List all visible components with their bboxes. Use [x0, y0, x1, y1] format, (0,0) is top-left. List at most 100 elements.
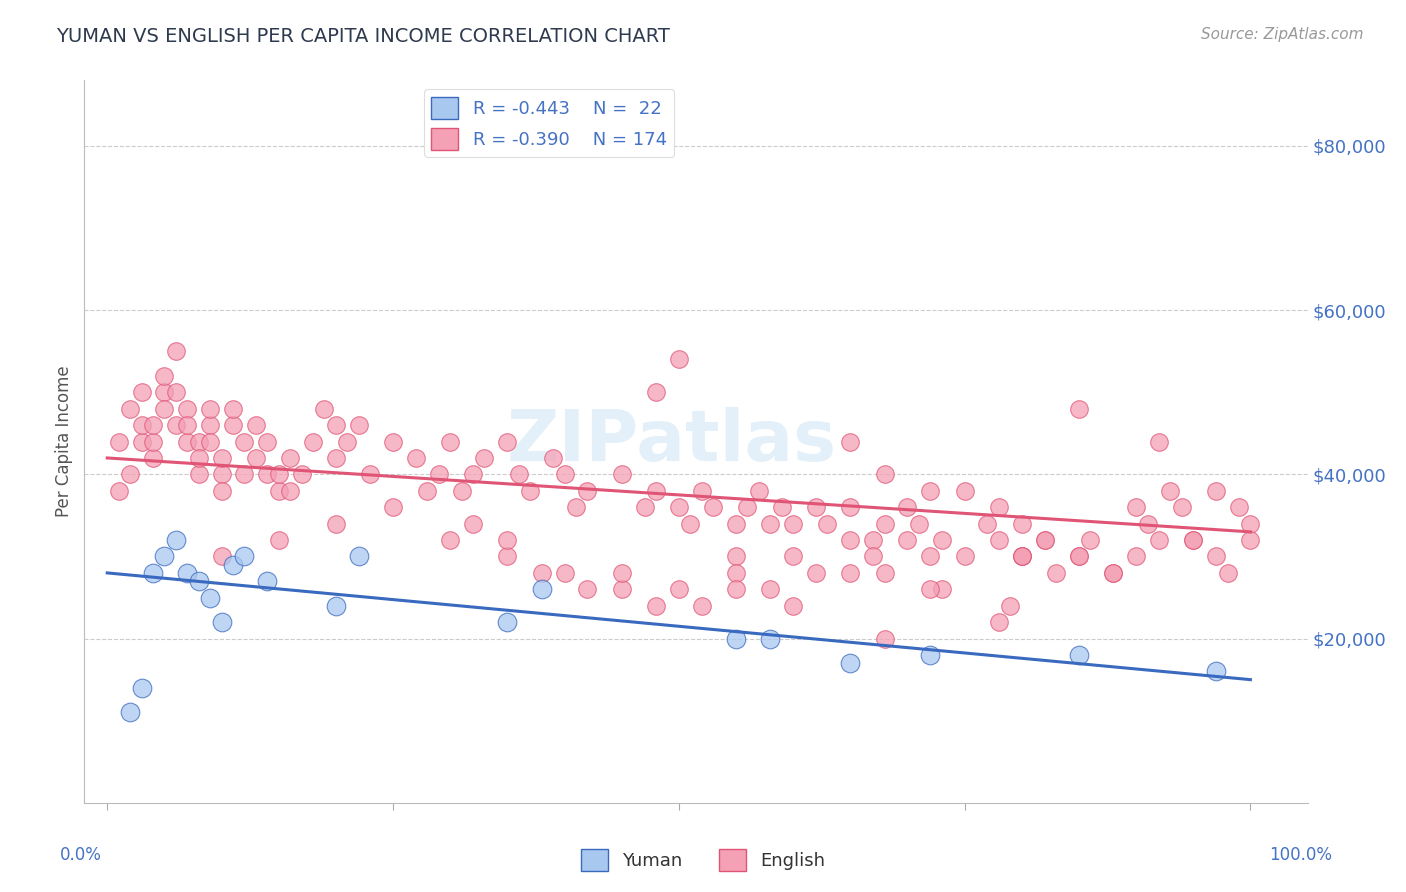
Point [1182, 533, 1205, 547]
Point [759, 632, 782, 646]
Point [347, 418, 370, 433]
Point [347, 549, 370, 564]
Point [153, 549, 176, 564]
Point [724, 582, 747, 597]
Point [862, 533, 884, 547]
Point [553, 566, 575, 580]
Point [519, 483, 541, 498]
Text: 0.0%: 0.0% [60, 847, 101, 864]
Point [222, 401, 245, 416]
Point [668, 582, 690, 597]
Point [1067, 549, 1090, 564]
Point [953, 549, 976, 564]
Point [142, 450, 165, 465]
Point [873, 566, 896, 580]
Point [908, 516, 931, 531]
Point [131, 434, 153, 449]
Point [233, 467, 256, 482]
Point [142, 566, 165, 580]
Point [576, 483, 599, 498]
Point [382, 434, 405, 449]
Point [737, 500, 759, 515]
Point [782, 599, 804, 613]
Point [131, 681, 153, 695]
Point [325, 418, 347, 433]
Point [439, 434, 461, 449]
Point [804, 500, 827, 515]
Point [233, 434, 256, 449]
Point [267, 483, 290, 498]
Point [645, 385, 668, 400]
Point [325, 516, 347, 531]
Point [1205, 665, 1227, 679]
Point [187, 574, 209, 588]
Point [439, 533, 461, 547]
Point [1147, 434, 1170, 449]
Point [153, 368, 176, 383]
Point [1000, 599, 1022, 613]
Point [302, 434, 325, 449]
Point [165, 418, 187, 433]
Point [198, 591, 221, 605]
Point [920, 648, 942, 662]
Point [633, 500, 655, 515]
Point [256, 434, 278, 449]
Point [153, 401, 176, 416]
Point [1239, 516, 1261, 531]
Point [610, 566, 633, 580]
Point [724, 632, 747, 646]
Point [668, 500, 690, 515]
Point [267, 467, 290, 482]
Point [359, 467, 381, 482]
Point [142, 418, 165, 433]
Point [953, 483, 976, 498]
Point [474, 450, 496, 465]
Point [862, 549, 884, 564]
Point [920, 483, 942, 498]
Point [427, 467, 450, 482]
Point [1182, 533, 1205, 547]
Point [1067, 549, 1090, 564]
Point [165, 344, 187, 359]
Point [931, 582, 953, 597]
Point [1011, 549, 1033, 564]
Legend: Yuman, English: Yuman, English [574, 842, 832, 879]
Point [724, 516, 747, 531]
Point [610, 582, 633, 597]
Point [211, 467, 233, 482]
Point [450, 483, 472, 498]
Text: ZIPatlas: ZIPatlas [506, 407, 837, 476]
Point [107, 483, 129, 498]
Point [1205, 549, 1227, 564]
Point [165, 533, 187, 547]
Point [233, 549, 256, 564]
Point [920, 582, 942, 597]
Point [461, 467, 484, 482]
Point [1159, 483, 1181, 498]
Point [120, 401, 142, 416]
Point [211, 615, 233, 630]
Point [931, 533, 953, 547]
Y-axis label: Per Capita Income: Per Capita Income [55, 366, 73, 517]
Point [748, 483, 770, 498]
Text: YUMAN VS ENGLISH PER CAPITA INCOME CORRELATION CHART: YUMAN VS ENGLISH PER CAPITA INCOME CORRE… [56, 27, 671, 45]
Point [1205, 483, 1227, 498]
Point [187, 434, 209, 449]
Point [576, 582, 599, 597]
Point [256, 574, 278, 588]
Point [679, 516, 702, 531]
Point [176, 566, 198, 580]
Point [336, 434, 359, 449]
Text: Source: ZipAtlas.com: Source: ZipAtlas.com [1201, 27, 1364, 42]
Point [120, 467, 142, 482]
Point [541, 450, 564, 465]
Point [142, 434, 165, 449]
Point [873, 632, 896, 646]
Point [1102, 566, 1125, 580]
Point [165, 385, 187, 400]
Point [496, 615, 519, 630]
Point [290, 467, 312, 482]
Point [382, 500, 405, 515]
Point [1033, 533, 1056, 547]
Point [1011, 516, 1033, 531]
